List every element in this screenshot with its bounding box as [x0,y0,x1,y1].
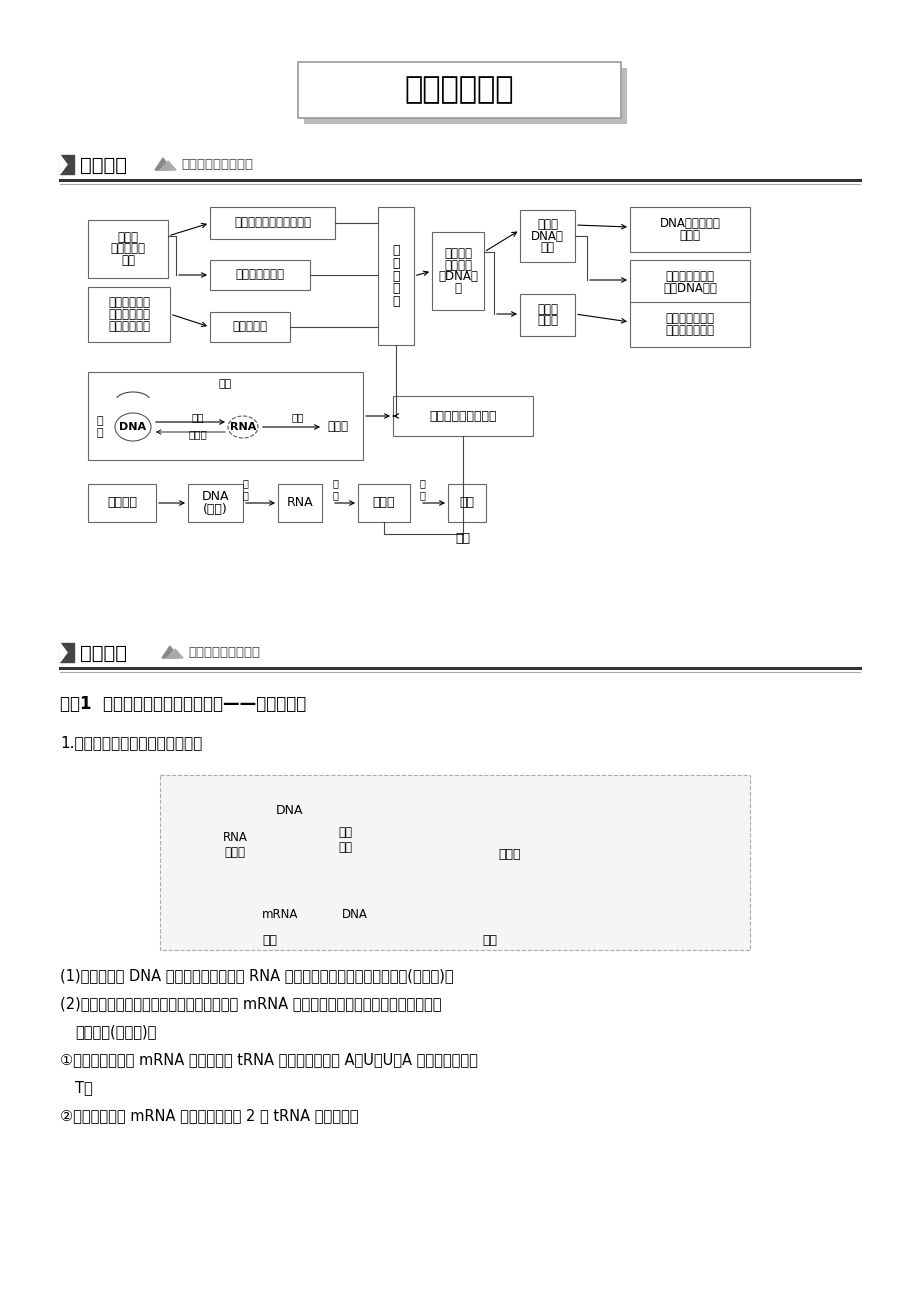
Text: DNA的: DNA的 [530,229,563,242]
Text: RNA
聚合酶: RNA 聚合酶 [222,831,247,859]
Text: 图二: 图二 [482,934,497,947]
Text: 突破难点，提升能力: 突破难点，提升能力 [187,647,260,660]
Text: 复制: 复制 [219,379,232,389]
FancyBboxPatch shape [392,396,532,436]
Text: 基因是有遗传效: 基因是有遗传效 [664,270,714,283]
Text: DNA: DNA [342,909,368,922]
Polygon shape [167,648,183,658]
FancyBboxPatch shape [448,484,485,522]
Text: 蛋白质: 蛋白质 [372,496,395,509]
Text: 复
制: 复 制 [96,417,103,437]
Text: 疑难突破: 疑难突破 [80,643,127,663]
Text: 质: 质 [391,294,400,307]
Text: DNA上分布着许: DNA上分布着许 [659,217,720,230]
Text: 基因中: 基因中 [537,302,558,315]
Text: 质的过程(如图二)。: 质的过程(如图二)。 [75,1023,156,1039]
Text: 蛋白质: 蛋白质 [327,421,348,434]
Text: DNA: DNA [276,803,303,816]
FancyBboxPatch shape [187,484,243,522]
Text: 本: 本 [391,283,400,296]
FancyBboxPatch shape [160,775,749,950]
Text: 体
现: 体 现 [419,478,425,500]
Text: 基因是有: 基因是有 [444,246,471,259]
FancyBboxPatch shape [88,286,170,342]
Text: 控制: 控制 [455,533,470,546]
FancyBboxPatch shape [298,62,620,118]
FancyBboxPatch shape [88,484,156,522]
FancyBboxPatch shape [630,207,749,253]
Polygon shape [154,158,171,171]
Text: 遗传效应: 遗传效应 [444,259,471,272]
FancyBboxPatch shape [210,312,289,342]
FancyBboxPatch shape [303,68,627,124]
FancyBboxPatch shape [630,260,749,305]
Text: 列: 列 [454,283,461,296]
Text: 翻译: 翻译 [291,411,304,422]
Text: 染色体遗传病: 染色体遗传病 [108,320,150,333]
Text: (1)转录：指以 DNA 的一条链为模板合成 RNA 的过程，其特点是边解旋边转录(如图一)。: (1)转录：指以 DNA 的一条链为模板合成 RNA 的过程，其特点是边解旋边转… [60,967,453,983]
Text: 原理、: 原理、 [118,230,139,243]
Text: T。: T。 [75,1079,93,1095]
FancyBboxPatch shape [210,260,310,290]
Text: 突破1  基因指导蛋白质合成的过程——转录和翻译: 突破1 基因指导蛋白质合成的过程——转录和翻译 [60,695,306,713]
Text: 人类遗传病: 人类遗传病 [233,320,267,333]
Polygon shape [160,161,176,171]
Text: 基的排列顺序中: 基的排列顺序中 [664,324,714,337]
Text: 基: 基 [391,245,400,258]
Text: 关系: 关系 [540,241,554,254]
Text: 的信息: 的信息 [537,315,558,327]
FancyBboxPatch shape [210,207,335,240]
Text: 人类基因组计划: 人类基因组计划 [235,268,284,281]
FancyBboxPatch shape [630,302,749,348]
Text: 合成
方向: 合成 方向 [337,825,352,854]
Text: 蕴藏在基因的碱: 蕴藏在基因的碱 [664,312,714,326]
Text: 多基因遗传病: 多基因遗传病 [108,309,150,322]
FancyBboxPatch shape [278,484,322,522]
Text: 基因指导蛋白质合成: 基因指导蛋白质合成 [429,410,496,423]
Text: 中心法则: 中心法则 [107,496,137,509]
Polygon shape [60,643,74,661]
FancyBboxPatch shape [88,220,168,279]
Text: 的DNA序: 的DNA序 [437,271,477,284]
Text: 章末整合提升: 章末整合提升 [404,76,514,104]
Polygon shape [60,155,74,174]
Text: 逆转录: 逆转录 [188,428,207,439]
Polygon shape [60,643,67,661]
Polygon shape [60,155,67,174]
FancyBboxPatch shape [378,207,414,345]
Text: ①碱基配对双方是 mRNA 上密码子和 tRNA 上反密码子，故 A－U、U－A 配对，不能出现: ①碱基配对双方是 mRNA 上密码子和 tRNA 上反密码子，故 A－U、U－A… [60,1052,477,1068]
Text: 基因与: 基因与 [537,217,558,230]
Text: DNA: DNA [201,490,229,503]
Text: 翻
译: 翻 译 [332,478,337,500]
Text: mRNA: mRNA [262,909,298,922]
Polygon shape [162,646,177,658]
FancyBboxPatch shape [88,372,363,460]
FancyBboxPatch shape [432,232,483,310]
Text: 网络构建: 网络构建 [80,155,127,174]
Text: 核糖体: 核糖体 [498,849,521,862]
Text: 性状: 性状 [459,496,474,509]
Text: 的: 的 [391,270,400,283]
Text: 转录: 转录 [191,411,204,422]
FancyBboxPatch shape [519,210,574,262]
Text: 多基因: 多基因 [679,229,699,242]
FancyBboxPatch shape [519,294,574,336]
Text: 应用: 应用 [121,254,135,267]
Text: 系统盘点，提炼主干: 系统盘点，提炼主干 [181,159,253,172]
Text: 转基因生物和转基因食品: 转基因生物和转基因食品 [233,216,311,229]
Text: ②一个核糖体与 mRNA 的结合部位形成 2 个 tRNA 结合位点。: ②一个核糖体与 mRNA 的结合部位形成 2 个 tRNA 结合位点。 [60,1108,358,1124]
Text: 单基因遗传病: 单基因遗传病 [108,296,150,309]
Text: 1.转录、翻译过程中有关图形解读: 1.转录、翻译过程中有关图形解读 [60,736,202,750]
Text: 应的DNA片段: 应的DNA片段 [663,283,716,296]
Text: DNA: DNA [119,422,146,432]
Text: 操作步骤、: 操作步骤、 [110,242,145,255]
Text: (基因): (基因) [203,503,228,516]
Text: 因: 因 [391,256,400,270]
Text: RNA: RNA [287,496,313,509]
Text: (2)翻译：游离在细胞质中的各种氨基酸，以 mRNA 为模板合成具有一定氨基酸序列的蛋白: (2)翻译：游离在细胞质中的各种氨基酸，以 mRNA 为模板合成具有一定氨基酸序… [60,996,441,1010]
Text: 图一: 图一 [262,934,278,947]
FancyBboxPatch shape [357,484,410,522]
Text: RNA: RNA [230,422,255,432]
Text: 转
录: 转 录 [242,478,247,500]
